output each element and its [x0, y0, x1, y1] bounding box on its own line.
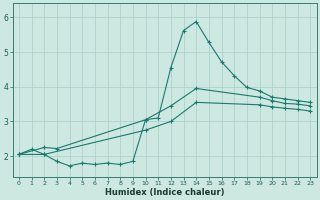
X-axis label: Humidex (Indice chaleur): Humidex (Indice chaleur) [105, 188, 224, 197]
